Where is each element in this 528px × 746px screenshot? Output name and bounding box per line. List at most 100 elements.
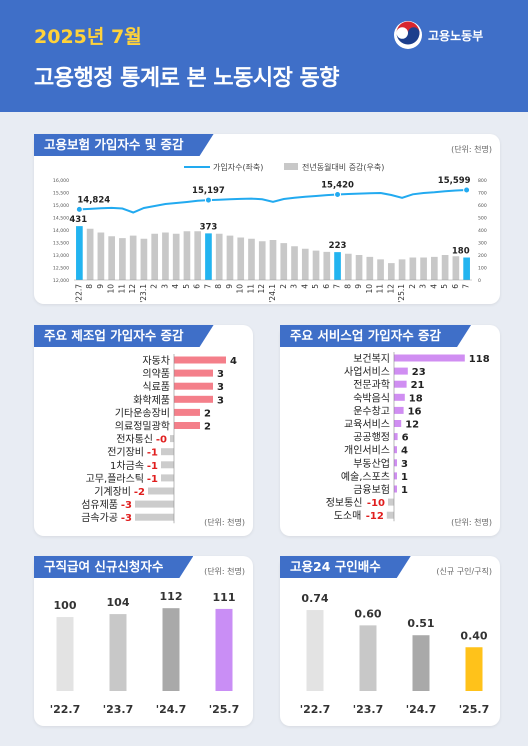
jobsratio-unit: (신규 구인/구직) [436, 567, 492, 576]
x-tick-label: '23.1 [139, 284, 148, 303]
value-label: 104 [107, 596, 130, 609]
value-bar [412, 635, 430, 691]
change-bar [291, 246, 298, 280]
category-label: 의약품 [142, 368, 170, 380]
value-label: 18 [409, 393, 423, 404]
value-label: 2 [204, 408, 211, 419]
x-tick-label: '24.7 [156, 703, 187, 716]
value-label: -2 [134, 487, 145, 498]
x-tick-label: '24.1 [268, 284, 277, 303]
x-tick-label: 10 [107, 284, 116, 294]
x-tick-label: 3 [290, 284, 299, 289]
x-tick-label: 9 [225, 284, 234, 289]
value-label: -1 [147, 448, 158, 459]
x-tick-label: 5 [182, 284, 191, 289]
y-right-tick: 400 [478, 228, 487, 234]
y-right-tick: 0 [478, 278, 481, 284]
change-bar [97, 232, 105, 280]
jobsratio-card: 고용24 구인배수 (신규 구인/구직) 0.74'22.7 0.60'23.7 0… [280, 556, 500, 726]
insured-value-label: 15,599 [438, 176, 471, 186]
value-label: 118 [469, 354, 490, 365]
x-tick-label: 7 [462, 284, 471, 289]
legend-bar-label: 전년동월대비 증감(우축) [302, 162, 384, 172]
change-bar [129, 235, 137, 280]
value-bar [174, 382, 213, 390]
x-tick-label: 5 [440, 284, 449, 289]
change-bar [119, 238, 126, 280]
insured-card: 고용보험 가입자수 및 증감 (단위: 천명) 가입자수(좌축) 전년동월대비 증… [34, 134, 500, 304]
value-label: 3 [217, 395, 224, 406]
value-bar [394, 446, 397, 454]
x-tick-label: '25.7 [459, 703, 490, 716]
value-label: 1 [401, 472, 408, 483]
manufacturing-unit: (단위: 천명) [204, 518, 245, 527]
value-bar [394, 472, 397, 480]
category-label: 섬유제품 [81, 499, 118, 511]
value-label: 21 [411, 380, 425, 391]
y-left-tick: 16,000 [53, 178, 69, 184]
y-right-tick: 200 [478, 253, 487, 259]
change-bar [183, 231, 191, 280]
change-bar [344, 253, 352, 280]
y-right-tick: 600 [478, 203, 487, 209]
category-label: 기계장비 [94, 486, 131, 498]
x-tick-label: '23.7 [103, 703, 134, 716]
change-bar [312, 250, 320, 280]
change-bar [172, 233, 180, 280]
value-bar [394, 367, 408, 375]
x-tick-label: 10 [365, 284, 374, 294]
x-tick-label: 6 [322, 284, 331, 289]
value-bar [394, 485, 397, 493]
services-title: 주요 서비스업 가입자수 증감 [280, 325, 471, 347]
category-label: 의료정밀광학 [115, 421, 170, 433]
y-left-tick: 13,000 [53, 253, 69, 259]
category-label: 예술,스포츠 [341, 471, 390, 483]
change-bar [151, 233, 159, 280]
change-bar [398, 259, 406, 280]
value-label: -12 [366, 511, 384, 522]
category-label: 보건복지 [353, 353, 390, 365]
change-bar [76, 226, 83, 280]
change-bar [86, 228, 94, 280]
y-left-tick: 13,500 [53, 241, 69, 247]
value-bar [161, 474, 174, 482]
y-left-tick: 12,500 [53, 266, 69, 272]
change-bar [463, 257, 470, 280]
value-bar [109, 614, 127, 691]
x-tick-label: 12 [257, 284, 266, 294]
x-tick-label: 6 [451, 284, 460, 289]
x-tick-label: 5 [311, 284, 320, 289]
change-bar [269, 240, 277, 280]
x-tick-label: 7 [333, 284, 342, 289]
value-bar [135, 500, 174, 508]
y-right-tick: 500 [478, 216, 487, 222]
value-bar [394, 433, 398, 441]
change-bar [409, 257, 417, 280]
value-bar [174, 422, 200, 429]
change-bar [280, 243, 288, 280]
x-tick-label: 2 [150, 284, 159, 289]
legend-bar-swatch [284, 163, 298, 170]
value-label: 1 [401, 485, 408, 496]
change-bar [387, 263, 395, 280]
change-bar [366, 256, 374, 280]
manufacturing-card: 주요 제조업 가입자수 증감 (단위: 천명) 자동차 4 의약품 3 식료품 3 화학제품… [34, 325, 253, 536]
change-bar [301, 248, 309, 280]
value-bar [388, 498, 394, 506]
x-tick-label: '25.1 [397, 284, 406, 303]
value-label: 3 [217, 369, 224, 380]
org-logo: 고용노동부 [393, 20, 483, 50]
value-bar [148, 487, 174, 495]
services-unit: (단위: 천명) [451, 518, 492, 527]
x-tick-label: 4 [300, 284, 309, 289]
manufacturing-title: 주요 제조업 가입자수 증감 [34, 325, 214, 347]
jobsratio-title: 고용24 구인배수 [280, 556, 411, 578]
value-label: 0.60 [354, 607, 381, 620]
jobseeker-title: 구직급여 신규신청자수 [34, 556, 193, 578]
value-label: 4 [230, 356, 237, 367]
change-bar [431, 256, 438, 280]
value-label: -10 [367, 498, 385, 509]
value-bar [386, 511, 394, 519]
change-bar [194, 231, 202, 280]
